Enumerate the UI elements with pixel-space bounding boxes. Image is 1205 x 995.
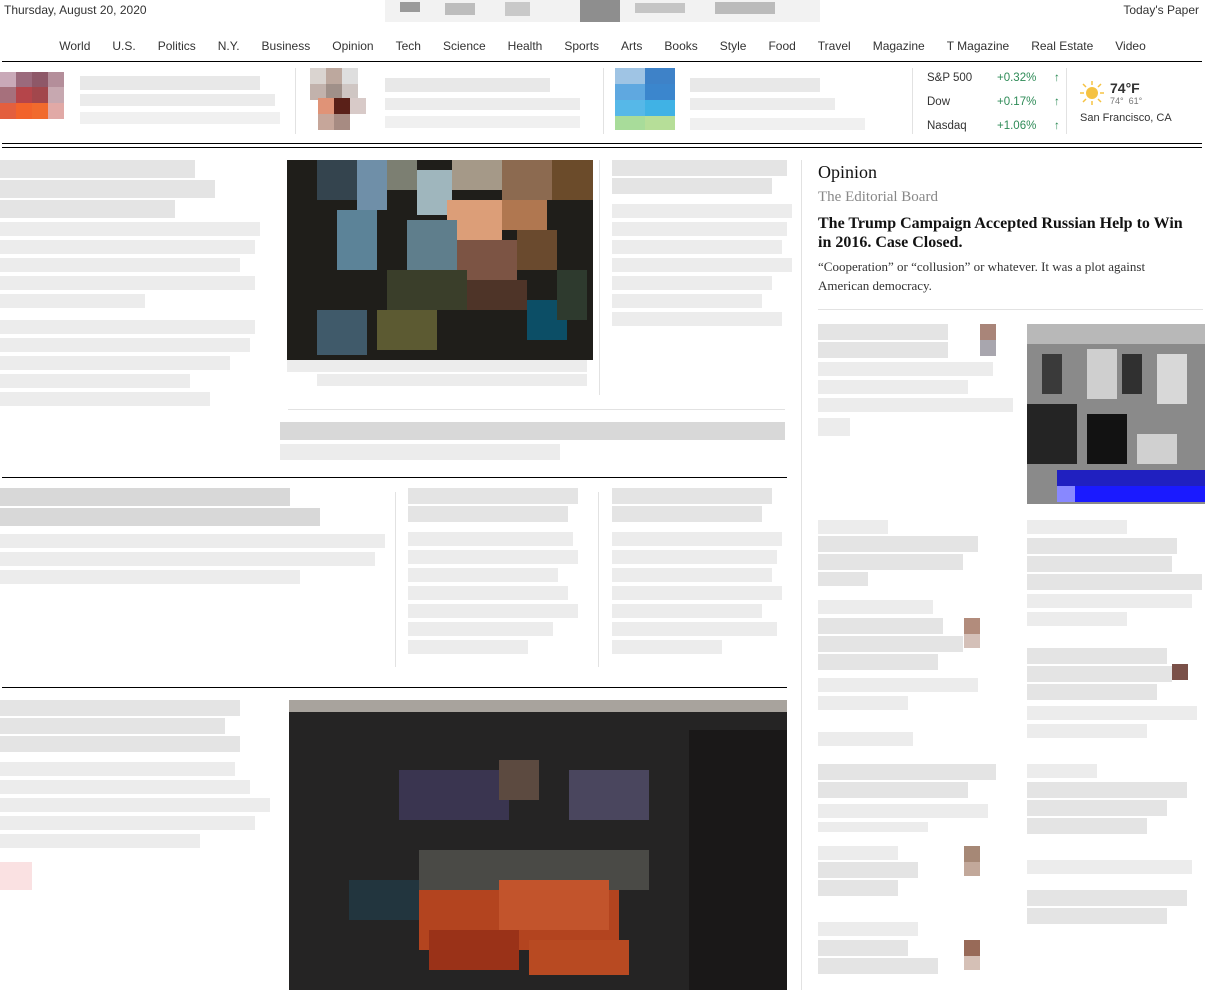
up-arrow-icon: ↑: [1054, 120, 1060, 132]
briefing-card-3[interactable]: [615, 68, 905, 134]
nav-item-real-estate[interactable]: Real Estate: [1031, 39, 1094, 53]
market-change: +0.17%: [997, 96, 1037, 108]
section-divider: [2, 147, 1202, 148]
sun-icon: [1080, 81, 1104, 105]
story-block-1[interactable]: [0, 160, 270, 410]
opinion-item-9[interactable]: [1027, 860, 1205, 940]
nav-item-arts[interactable]: Arts: [621, 39, 643, 53]
market-change: +1.06%: [997, 120, 1037, 132]
nav-divider: [2, 61, 1202, 62]
nav-item-us[interactable]: U.S.: [112, 39, 136, 53]
lead-story-image[interactable]: [287, 160, 593, 386]
briefing-divider: [603, 68, 604, 134]
nav-item-world[interactable]: World: [59, 39, 91, 53]
weather-divider: [1066, 68, 1067, 134]
opinion-image[interactable]: [1027, 324, 1205, 504]
section-divider: [2, 477, 787, 478]
nav-item-health[interactable]: Health: [507, 39, 543, 53]
weather-high-low: 74° 61°: [1110, 96, 1143, 106]
opinion-item-1[interactable]: [818, 324, 1013, 444]
nav-item-travel[interactable]: Travel: [817, 39, 851, 53]
column-divider: [599, 160, 600, 395]
up-arrow-icon: ↑: [1054, 72, 1060, 84]
feature-story-image[interactable]: [289, 700, 787, 990]
story-block-3[interactable]: [0, 488, 385, 598]
opinion-item-10[interactable]: [818, 922, 998, 990]
weather-temp: 74°F: [1110, 80, 1140, 96]
masthead-logo[interactable]: [385, 0, 820, 22]
story-block-5[interactable]: [612, 488, 787, 668]
nav-item-magazine[interactable]: Magazine: [872, 39, 925, 53]
opinion-item-5[interactable]: [1027, 648, 1205, 748]
opinion-item-3[interactable]: [1027, 520, 1205, 630]
weather-location: San Francisco, CA: [1080, 112, 1172, 124]
market-change: +0.32%: [997, 72, 1037, 84]
nav-item-food[interactable]: Food: [768, 39, 796, 53]
opinion-headline[interactable]: The Trump Campaign Accepted Russian Help…: [818, 215, 1183, 251]
market-name: S&P 500: [927, 72, 973, 84]
story-block-2[interactable]: [612, 160, 797, 340]
up-arrow-icon: ↑: [1054, 96, 1060, 108]
nav-item-science[interactable]: Science: [442, 39, 486, 53]
story-block-4[interactable]: [408, 488, 583, 668]
opinion-summary: “Cooperation” or “collusion” or whatever…: [818, 259, 1146, 293]
market-row: Dow +0.17% ↑: [927, 94, 1060, 118]
nav-item-sports[interactable]: Sports: [564, 39, 600, 53]
briefing-card-2[interactable]: [310, 68, 600, 134]
opinion-item-8[interactable]: [818, 846, 998, 906]
opinion-divider: [818, 309, 1203, 310]
nav-item-t-magazine[interactable]: T Magazine: [946, 39, 1010, 53]
nav-item-politics[interactable]: Politics: [157, 39, 196, 53]
section-nav: World U.S. Politics N.Y. Business Opinio…: [0, 30, 1205, 60]
current-date: Thursday, August 20, 2020: [4, 3, 147, 17]
nav-item-opinion[interactable]: Opinion: [332, 39, 374, 53]
story-divider: [288, 409, 785, 410]
nav-item-tech[interactable]: Tech: [395, 39, 421, 53]
market-row: Nasdaq +1.06% ↑: [927, 118, 1060, 142]
nav-item-business[interactable]: Business: [261, 39, 311, 53]
column-divider: [395, 492, 396, 667]
market-name: Dow: [927, 96, 951, 108]
markets-widget[interactable]: S&P 500 +0.32% ↑ Dow +0.17% ↑ Nasdaq +1.…: [927, 70, 1060, 142]
column-divider: [598, 492, 599, 667]
related-links[interactable]: [280, 422, 785, 470]
section-divider: [2, 687, 787, 688]
nav-item-books[interactable]: Books: [664, 39, 698, 53]
nav-item-style[interactable]: Style: [719, 39, 747, 53]
market-name: Nasdaq: [927, 120, 967, 132]
opinion-section-label[interactable]: Opinion: [818, 162, 878, 182]
opinion-divider: [801, 160, 802, 990]
opinion-item-2[interactable]: [818, 520, 998, 590]
section-divider: [2, 143, 1202, 144]
opinion-item-6[interactable]: [818, 732, 998, 832]
story-block-6[interactable]: [0, 700, 270, 890]
opinion-item-4[interactable]: [818, 600, 998, 715]
briefing-card-1[interactable]: [0, 68, 290, 134]
markets-divider: [912, 68, 913, 134]
market-row: S&P 500 +0.32% ↑: [927, 70, 1060, 94]
opinion-byline: The Editorial Board: [818, 189, 938, 205]
weather-widget[interactable]: 74°F 74° 61° San Francisco, CA: [1080, 80, 1200, 124]
nav-item-video[interactable]: Video: [1115, 39, 1146, 53]
todays-paper-link[interactable]: Today's Paper: [1123, 3, 1199, 17]
nav-item-ny[interactable]: N.Y.: [217, 39, 240, 53]
opinion-item-7[interactable]: [1027, 764, 1205, 844]
briefing-divider: [295, 68, 296, 134]
